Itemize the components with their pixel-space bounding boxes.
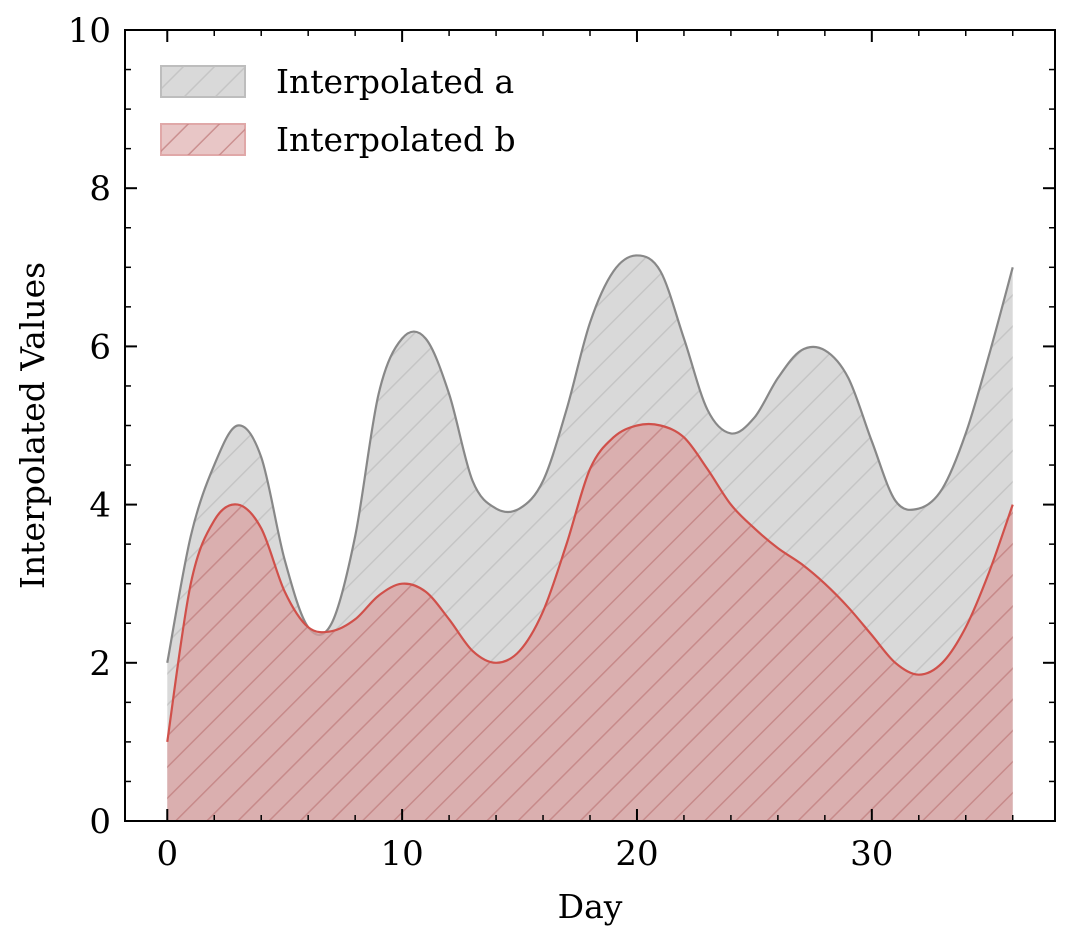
plot-area	[166, 254, 1014, 821]
legend-label: Interpolated b	[276, 120, 516, 159]
legend-label: Interpolated a	[276, 62, 514, 101]
legend-swatch-hatch	[161, 124, 245, 155]
y-tick-label: 4	[89, 486, 111, 526]
series-b	[166, 422, 1014, 821]
x-axis-title: Day	[558, 887, 623, 926]
legend: Interpolated a Interpolated b	[160, 62, 516, 159]
x-tick-label: 0	[156, 834, 178, 874]
legend-item: Interpolated b	[160, 120, 516, 159]
legend-item: Interpolated a	[160, 62, 514, 101]
y-tick-label: 8	[89, 169, 111, 209]
y-tick-label: 10	[68, 11, 111, 51]
x-tick-label: 20	[615, 834, 658, 874]
y-tick-label: 2	[89, 644, 111, 684]
axes: 0 10 20 30 0 2 4 6 8 10	[68, 11, 1056, 874]
area-hatch	[167, 424, 1013, 821]
series-line	[166, 254, 1014, 664]
legend-swatch-hatch	[161, 66, 245, 97]
series-line	[166, 422, 1014, 743]
y-tick-label: 0	[89, 802, 111, 842]
x-tick-label: 30	[850, 834, 893, 874]
y-axis-title: Interpolated Values	[13, 262, 52, 589]
x-tick-label: 10	[380, 834, 423, 874]
y-tick-label: 6	[89, 327, 111, 367]
